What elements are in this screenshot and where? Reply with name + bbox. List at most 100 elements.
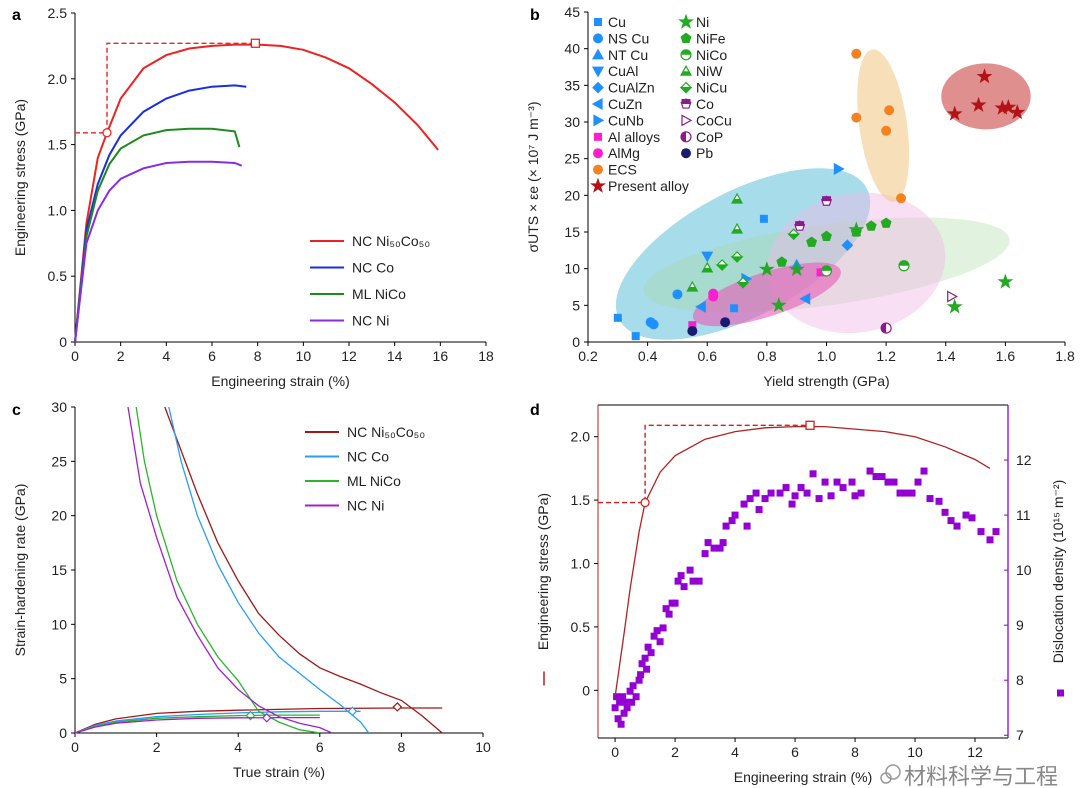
dislocation-density-point <box>638 660 646 668</box>
dislocation-density-point <box>722 522 730 530</box>
x-tick-label: 0 <box>71 348 79 364</box>
marker-pentagon <box>680 32 692 44</box>
x-tick-label: 18 <box>478 348 494 364</box>
marker-star <box>946 298 963 314</box>
y-tick-label: 15 <box>564 224 580 240</box>
dislocation-density-point <box>659 624 667 632</box>
true-stress-line <box>74 710 361 734</box>
marker-triangle-left <box>695 300 706 313</box>
marker-star <box>1000 99 1017 115</box>
legend-label: ML NiCo <box>347 473 401 489</box>
y-tick-label: 2.0 <box>571 429 591 445</box>
marker-square <box>730 304 739 313</box>
dislocation-density-point <box>632 693 640 701</box>
marker-circle <box>681 148 691 159</box>
legend-label: NC Ni <box>347 498 384 514</box>
marker-star <box>997 273 1014 289</box>
y-tick-label: 2.5 <box>48 5 68 21</box>
yield-point-marker <box>102 128 112 138</box>
y-tick-label: 40 <box>564 41 580 57</box>
marker-star <box>758 261 775 277</box>
x-tick-label: 2 <box>117 348 125 364</box>
marker-triangle-left <box>799 292 811 305</box>
marker-star <box>1009 104 1026 120</box>
dislocation-density-point <box>620 709 628 717</box>
legend-label: NC Ni₅₀Co₅₀ <box>352 233 430 249</box>
y-tick-label: 2.0 <box>48 71 68 87</box>
x-tick-label: 8 <box>254 348 262 364</box>
y-tick-label: 30 <box>564 114 580 130</box>
y-tick-label: 20 <box>51 508 67 524</box>
marker-star <box>946 105 963 121</box>
dislocation-density-point <box>857 489 865 497</box>
marker-circle <box>881 125 892 136</box>
dislocation-density-point <box>637 671 645 679</box>
dislocation-density-point <box>617 720 625 728</box>
dislocation-density-point <box>968 514 976 522</box>
right-y-tick-label: 7 <box>1016 727 1024 743</box>
x-tick-label: 10 <box>475 739 491 755</box>
dislocation-density-point <box>914 478 922 486</box>
marker-fill <box>681 99 691 104</box>
marker-fill <box>681 71 691 76</box>
marker-square <box>631 332 640 341</box>
y-tick-label: 10 <box>564 261 580 277</box>
y-tick-label: 0.5 <box>571 619 591 635</box>
dislocation-density-point <box>821 478 829 486</box>
dislocation-density-point <box>611 704 619 712</box>
dislocation-density-point <box>665 610 673 618</box>
dislocation-density-point <box>680 583 688 591</box>
dislocation-density-point <box>986 536 994 544</box>
legend-label: CuAlZn <box>608 80 655 96</box>
x-tick-label: 12 <box>341 348 357 364</box>
legend-label: CoCu <box>696 112 732 128</box>
y-axis-label: Engineering stress (GPa) <box>12 99 28 256</box>
right-y-tick-label: 10 <box>1016 562 1032 578</box>
marker-circle <box>593 148 603 159</box>
dislocation-density-point <box>767 489 775 497</box>
panel-letter-b: b <box>530 7 540 24</box>
watermark: 材料科学与工程 <box>880 764 1058 788</box>
y-tick-label: 5 <box>59 671 67 687</box>
marker-circle <box>851 48 862 59</box>
dislocation-density-point <box>689 577 697 585</box>
series-line <box>74 127 241 343</box>
marker-diamond <box>592 81 604 94</box>
marker-fill <box>681 49 691 55</box>
marker-square <box>594 132 602 141</box>
dislocation-density-point <box>776 489 784 497</box>
marker-fill <box>822 196 831 202</box>
marker-fill <box>702 267 713 272</box>
y-tick-label: 0 <box>572 334 580 350</box>
legend-label: ML NiCo <box>352 286 406 302</box>
marker-pentagon <box>850 226 862 237</box>
legend-label: NiFe <box>696 30 726 46</box>
dislocation-density-point <box>878 473 886 481</box>
marker-fill <box>795 221 805 227</box>
marker-pentagon <box>806 236 818 247</box>
x-tick-label: 8 <box>851 744 859 760</box>
y-tick-label: 0 <box>59 334 67 350</box>
dislocation-density-point <box>710 544 718 552</box>
dislocation-density-point <box>896 489 904 497</box>
marker-triangle-right <box>593 114 605 127</box>
dislocation-density-point <box>977 528 985 536</box>
legend-label: Co <box>696 96 714 112</box>
dislocation-density-point <box>629 682 637 690</box>
x-tick-label: 6 <box>208 348 216 364</box>
dislocation-density-point <box>827 492 835 500</box>
uts-point-marker <box>250 38 261 48</box>
right-y-axis-label: Dislocation density (10¹⁵ m⁻²) <box>1050 480 1066 664</box>
y-tick-label: 25 <box>51 453 67 469</box>
x-tick-label: 8 <box>398 739 406 755</box>
x-tick-label: 4 <box>234 739 242 755</box>
marker-square <box>688 321 697 330</box>
y-tick-label: 1.5 <box>571 492 591 508</box>
right-y-tick-label: 8 <box>1016 672 1024 688</box>
dislocation-density-point <box>941 508 949 516</box>
dislocation-density-point <box>626 687 634 695</box>
marker-triangle-down <box>701 251 714 263</box>
dislocation-density-point <box>671 599 679 607</box>
dislocation-density-point <box>643 665 651 673</box>
